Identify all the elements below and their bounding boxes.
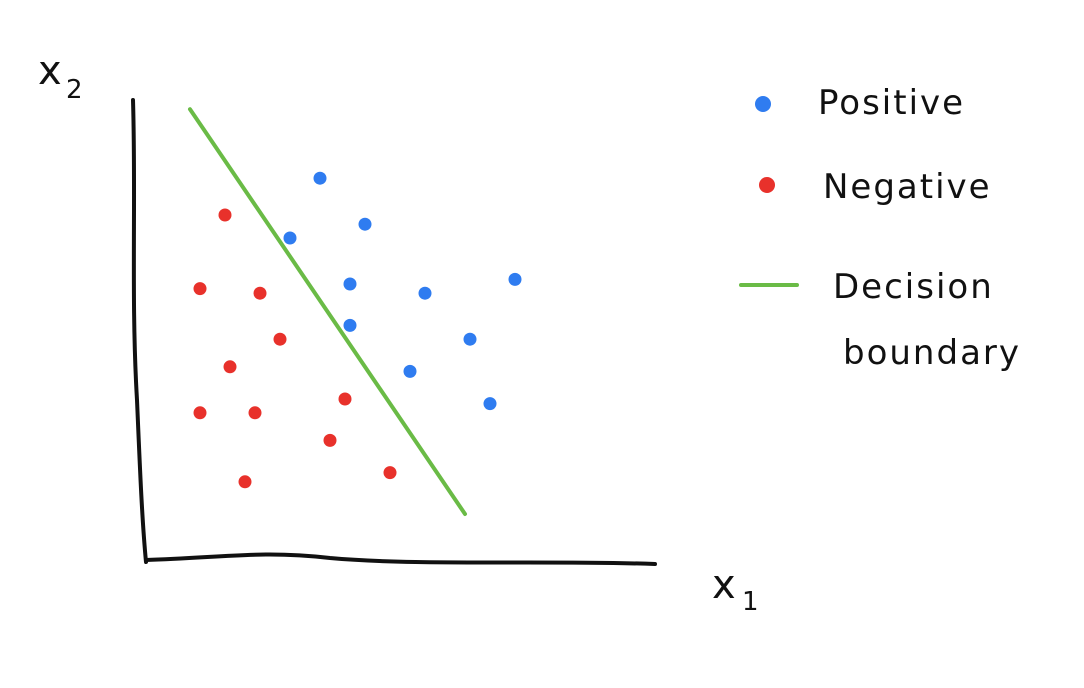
legend-label-negative: Negative <box>823 167 992 207</box>
negative-point-10 <box>383 466 397 480</box>
positive-point-10 <box>483 397 497 411</box>
legend-label-decision: Decision <box>833 267 994 307</box>
positive-point-2 <box>358 217 372 231</box>
y-axis-label-letter: x <box>38 48 62 94</box>
negative-point-1 <box>218 208 232 222</box>
negative-point-7 <box>193 406 207 420</box>
positive-point-3 <box>283 231 297 245</box>
positive-point-9 <box>403 364 417 378</box>
plot-area <box>188 107 522 516</box>
negative-point-6 <box>338 392 352 406</box>
legend-marker-negative <box>759 177 775 193</box>
negative-point-5 <box>223 360 237 374</box>
positive-point-7 <box>343 318 357 332</box>
legend: Positive Negative Decision boundary <box>739 83 1021 373</box>
positive-point-8 <box>463 332 477 346</box>
y-axis-label-subscript: 2 <box>66 75 83 105</box>
y-axis-line <box>131 98 148 564</box>
negative-point-4 <box>273 332 287 346</box>
y-axis-label: x 2 <box>38 48 83 105</box>
decision-boundary-line <box>188 107 467 516</box>
negative-point-3 <box>253 286 267 300</box>
positive-point-4 <box>508 272 522 286</box>
negative-point-11 <box>238 475 252 489</box>
x-axis-label-letter: x <box>712 562 736 608</box>
negative-point-9 <box>323 433 337 447</box>
negative-point-8 <box>248 406 262 420</box>
x-axis-label: x 1 <box>712 562 759 617</box>
x-axis-line <box>144 552 657 566</box>
x-axis-label-subscript: 1 <box>742 587 759 617</box>
legend-label-positive: Positive <box>818 83 965 123</box>
legend-marker-positive <box>755 96 771 112</box>
positive-point-1 <box>313 171 327 185</box>
negative-point-2 <box>193 282 207 296</box>
positive-point-6 <box>418 286 432 300</box>
legend-label-boundary: boundary <box>843 333 1021 373</box>
positive-point-5 <box>343 277 357 291</box>
